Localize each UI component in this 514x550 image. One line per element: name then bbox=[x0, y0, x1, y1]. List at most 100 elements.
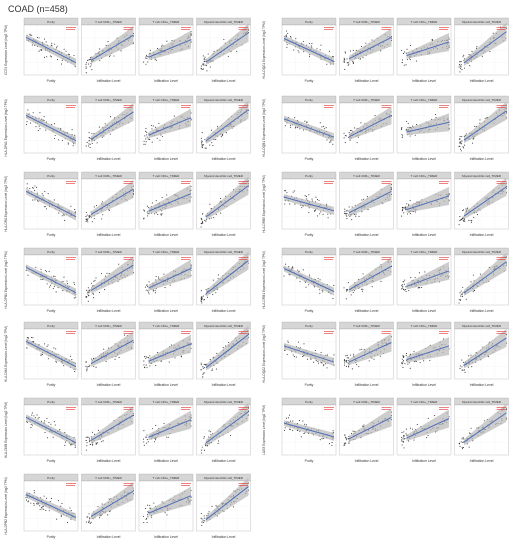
scatter-point bbox=[90, 521, 92, 523]
scatter-point bbox=[460, 64, 462, 66]
scatter-point bbox=[146, 356, 148, 358]
scatter-point bbox=[40, 353, 42, 355]
scatter-point bbox=[323, 364, 325, 366]
scatter-point bbox=[403, 435, 405, 437]
scatter-point bbox=[53, 199, 55, 201]
scatter-point bbox=[460, 290, 462, 292]
scatter-point bbox=[204, 138, 206, 140]
scatter-point bbox=[201, 141, 203, 143]
scatter-point bbox=[288, 428, 291, 430]
scatter-point bbox=[29, 33, 31, 35]
scatter-point bbox=[107, 41, 109, 43]
scatter-point bbox=[402, 440, 404, 442]
scatter-point bbox=[40, 118, 42, 120]
scatter-point bbox=[161, 197, 163, 199]
scatter-point bbox=[46, 283, 48, 285]
panel-3: Myeloid dendritic cell_TIMER Infiltration… bbox=[454, 247, 509, 313]
scatter-point bbox=[468, 432, 471, 434]
x-axis-label: Infiltration Level bbox=[355, 79, 379, 83]
scatter-point bbox=[201, 518, 203, 520]
scatter-point bbox=[348, 438, 350, 440]
x-axis-label: Infiltration Level bbox=[97, 79, 121, 83]
scatter-point bbox=[343, 212, 345, 214]
scatter-point bbox=[462, 56, 464, 58]
facet-title: Myeloid dendritic cell_TIMER bbox=[462, 324, 502, 328]
scatter-point bbox=[343, 364, 346, 366]
scatter-point bbox=[85, 220, 87, 222]
scatter-point bbox=[202, 374, 204, 376]
scatter-point bbox=[298, 270, 300, 272]
scatter-point bbox=[230, 435, 232, 437]
scatter-point bbox=[87, 291, 89, 293]
scatter-point bbox=[203, 144, 205, 146]
panel-1: T cell CD8+_TIMER Infiltration Level bbox=[81, 17, 136, 83]
scatter-point bbox=[284, 203, 286, 205]
facet-title: T cell CD8+_TIMER bbox=[95, 20, 123, 24]
fit-line bbox=[406, 121, 450, 133]
gene-row-cd74: CD74 Expression Level (log2 TPM)PurityPu… bbox=[4, 17, 251, 83]
facet-title: Myeloid dendritic cell_TIMER bbox=[462, 174, 502, 178]
scatter-point bbox=[27, 274, 29, 276]
scatter-point bbox=[155, 200, 157, 202]
x-axis-label: Infiltration Level bbox=[154, 459, 178, 463]
scatter-point bbox=[67, 143, 69, 145]
scatter-point bbox=[150, 507, 152, 509]
scatter-point bbox=[49, 55, 52, 57]
scatter-point bbox=[287, 340, 289, 342]
scatter-point bbox=[201, 140, 203, 142]
scatter-point bbox=[146, 442, 148, 444]
scatter-point bbox=[88, 292, 90, 294]
scatter-point bbox=[352, 430, 354, 432]
scatter-point bbox=[408, 440, 410, 442]
x-axis-label: Infiltration Level bbox=[412, 383, 436, 387]
scatter-point bbox=[156, 137, 158, 139]
scatter-point bbox=[429, 359, 431, 361]
scatter-point bbox=[427, 434, 429, 436]
scatter-point bbox=[324, 363, 327, 365]
scatter-point bbox=[204, 56, 206, 58]
scatter-point bbox=[347, 282, 349, 284]
scatter-point bbox=[317, 360, 319, 363]
x-axis-label: Infiltration Level bbox=[412, 459, 436, 463]
scatter-point bbox=[31, 412, 33, 414]
scatter-point bbox=[292, 430, 294, 432]
scatter-point bbox=[52, 436, 54, 438]
scatter-point bbox=[402, 361, 404, 363]
x-axis-label: Infiltration Level bbox=[470, 157, 494, 161]
scatter-point bbox=[150, 124, 153, 126]
scatter-point bbox=[89, 441, 91, 443]
scatter-point bbox=[461, 217, 463, 220]
scatter-point bbox=[43, 38, 46, 40]
scatter-point bbox=[37, 418, 39, 420]
y-axis-label: HLA-DQA1 Expression Level (log2 TPM) bbox=[262, 21, 266, 79]
fit-line bbox=[25, 190, 77, 218]
scatter-point bbox=[204, 443, 206, 445]
scatter-point bbox=[149, 138, 151, 141]
scatter-point bbox=[344, 208, 346, 210]
scatter-point bbox=[302, 269, 304, 271]
scatter-point bbox=[43, 495, 45, 497]
facet-title: T cell CD8+_TIMER bbox=[353, 20, 381, 24]
panel-0: Purity Purity bbox=[281, 17, 337, 83]
scatter-point bbox=[32, 337, 34, 339]
gene-row-hla-dqa2: HLA-DQA2 Expression Level (log2 TPM) Puri… bbox=[262, 321, 509, 387]
scatter-point bbox=[173, 115, 175, 117]
gene-row-lag3: LAG3 Expression Level (log2 TPM)PurityPu… bbox=[262, 397, 509, 463]
scatter-point bbox=[51, 42, 53, 44]
scatter-point bbox=[355, 213, 357, 215]
scatter-point bbox=[200, 512, 202, 515]
scatter-point bbox=[47, 358, 49, 360]
scatter-point bbox=[46, 417, 48, 420]
scatter-point bbox=[54, 424, 56, 426]
scatter-point bbox=[308, 284, 310, 286]
scatter-point bbox=[89, 58, 92, 60]
panel-2: T cell CD4+_TIMER Infiltration Level bbox=[396, 321, 452, 387]
scatter-point bbox=[292, 191, 294, 193]
x-axis-label: Infiltration Level bbox=[97, 309, 121, 313]
scatter-point bbox=[306, 358, 309, 360]
x-axis-label: Purity bbox=[47, 383, 56, 387]
scatter-point bbox=[286, 30, 288, 32]
scatter-point bbox=[73, 297, 75, 299]
scatter-point bbox=[352, 49, 354, 51]
scatter-point bbox=[346, 62, 348, 64]
